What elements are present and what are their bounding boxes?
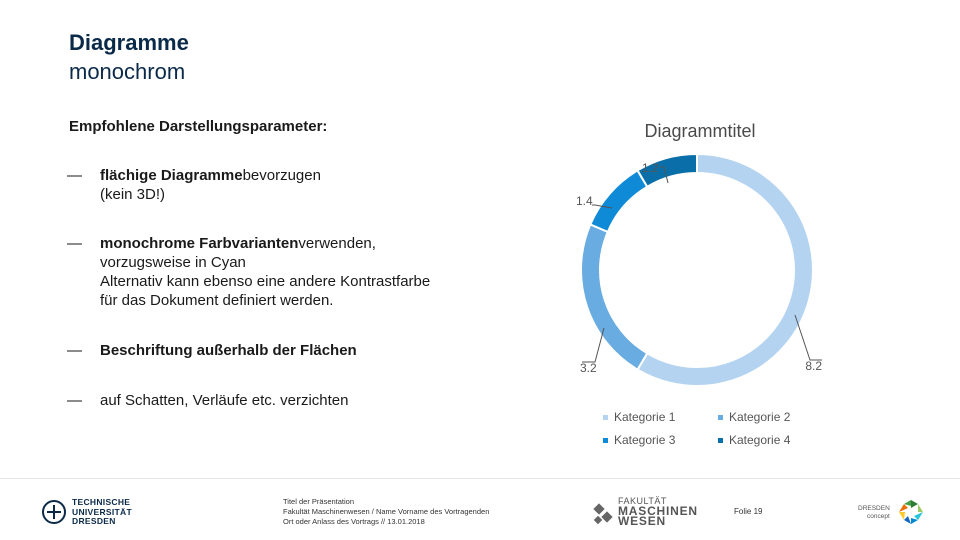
faculty-big: MASCHINEN: [618, 504, 698, 518]
bullet-line: für das Dokument definiert werden.: [100, 292, 334, 309]
page-title: Diagramme: [69, 30, 189, 55]
legend-item: Kategorie 4: [718, 433, 790, 447]
bullet-item: — auf Schatten, Verläufe etc. verzichten: [67, 391, 348, 410]
legend-item: Kategorie 2: [718, 410, 790, 424]
footer-divider: [0, 478, 960, 479]
dresden-concept-text: DRESDEN concept: [858, 505, 890, 521]
bullet-bold: Beschriftung außerhalb der Flächen: [100, 342, 357, 359]
legend-label: Kategorie 2: [729, 410, 791, 424]
bullet-line: (kein 3D!): [100, 186, 166, 203]
bullet-rest: bevorzugen: [242, 167, 321, 184]
page-subtitle: monochrom: [69, 59, 186, 84]
bullet-dash: —: [67, 342, 82, 359]
bullet-text: flächige Diagrammebevorzugen: [100, 166, 321, 185]
university-line: TECHNISCHE: [72, 497, 131, 507]
meta-line: Fakultät Maschinenwesen / Name Vorname d…: [283, 507, 490, 516]
faculty-logo-icon: [593, 503, 613, 525]
legend-swatch: [603, 415, 608, 421]
faculty-name: FAKULTÄT MASCHINEN WESEN: [618, 496, 698, 528]
slide-number: Folie 19: [734, 507, 763, 516]
donut-slice-2: [580, 223, 649, 371]
legend-label: Kategorie 1: [614, 410, 676, 424]
bullet-text: Beschriftung außerhalb der Flächen: [100, 341, 357, 360]
university-name: TECHNISCHE UNIVERSITÄT DRESDEN: [72, 497, 132, 527]
dresden-concept-logo-icon: [899, 500, 923, 524]
meta-line: Ort oder Anlass des Vortrags // 13.01.20…: [283, 517, 425, 526]
donut-slice-4: [636, 152, 698, 189]
legend-label: Kategorie 4: [729, 433, 791, 447]
tud-logo-icon: [42, 500, 66, 524]
presentation-meta: Titel der Präsentation Fakultät Maschine…: [283, 497, 489, 527]
data-label-4: 1.2: [642, 161, 659, 175]
legend-swatch: [718, 415, 723, 421]
bullet-text: auf Schatten, Verläufe etc. verzichten: [100, 391, 348, 410]
leader-line-3: [592, 204, 613, 209]
faculty-big: WESEN: [618, 514, 667, 528]
leader-line-1: [794, 314, 822, 361]
bullet-bold: flächige Diagramme: [100, 167, 243, 184]
chart-title: Diagrammtitel: [644, 121, 756, 141]
data-label-1: 8.2: [805, 359, 822, 373]
bullet-bold: monochrome Farbvarianten: [100, 235, 299, 252]
bullet-dash: —: [67, 235, 82, 252]
legend-swatch: [718, 438, 723, 444]
bullet-line: Alternativ kann ebenso eine andere Kontr…: [100, 273, 431, 290]
bullet-item: — monochrome Farbvariantenverwenden, vor…: [67, 234, 430, 310]
meta-line: Titel der Präsentation: [283, 497, 355, 506]
leader-line-4: [660, 166, 669, 184]
bullet-rest: verwenden,: [298, 235, 376, 252]
bullet-dash: —: [67, 167, 82, 184]
legend-item: Kategorie 1: [603, 410, 675, 424]
leader-line-2: [582, 327, 605, 363]
bullet-item: — Beschriftung außerhalb der Flächen: [67, 341, 357, 360]
bullet-text: monochrome Farbvariantenverwenden,: [100, 234, 430, 253]
faculty-small: FAKULTÄT: [618, 496, 667, 506]
params-heading: Empfohlene Darstellungsparameter:: [69, 118, 328, 135]
data-label-3: 1.4: [576, 194, 593, 208]
bullet-dash: —: [67, 392, 82, 409]
donut-slice-3: [589, 169, 649, 234]
legend-swatch: [603, 438, 608, 444]
dc-line: DRESDEN: [858, 505, 890, 512]
bullet-rest: auf Schatten, Verläufe etc. verzichten: [100, 392, 349, 409]
legend-item: Kategorie 3: [603, 433, 675, 447]
donut-slice-1: [636, 152, 814, 387]
dc-line: concept: [867, 513, 890, 520]
page-title-block: Diagramme monochrom: [69, 28, 189, 86]
legend-label: Kategorie 3: [614, 433, 676, 447]
data-label-2: 3.2: [580, 361, 597, 375]
bullet-item: — flächige Diagrammebevorzugen (kein 3D!…: [67, 166, 321, 204]
university-line: DRESDEN: [72, 516, 116, 526]
university-line: UNIVERSITÄT: [72, 506, 132, 517]
bullet-line: vorzugsweise in Cyan: [100, 254, 246, 271]
